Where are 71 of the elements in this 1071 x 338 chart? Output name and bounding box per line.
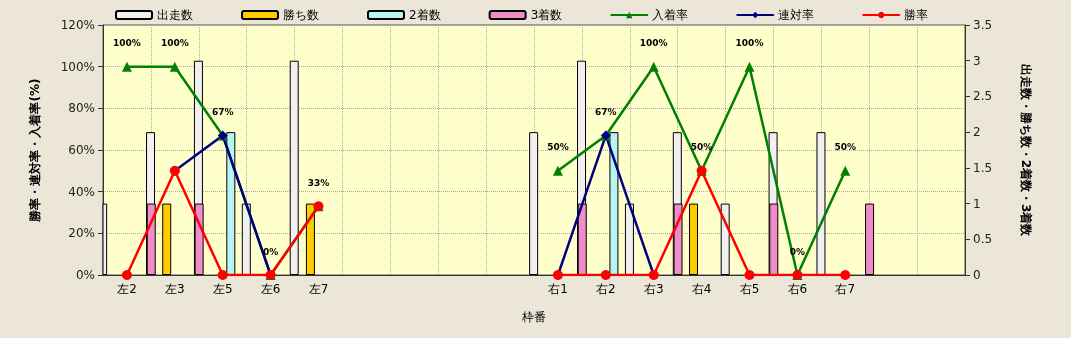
- point: [744, 61, 755, 72]
- x-axis-title: 枠番: [521, 310, 546, 324]
- data-label: 33%: [307, 177, 330, 188]
- y-tick-label: 60%: [68, 143, 95, 157]
- y2-tick-label: 3: [973, 53, 981, 68]
- data-label: 50%: [834, 142, 857, 153]
- data-label: 0%: [262, 246, 279, 257]
- bar: [720, 203, 730, 275]
- point: [121, 270, 132, 280]
- legend-label: 勝率: [904, 8, 929, 22]
- data-label: 50%: [547, 142, 569, 153]
- x-tick-label: 右2: [596, 282, 616, 296]
- point: [744, 270, 755, 280]
- y-tick-label: 100%: [60, 59, 95, 74]
- point: [600, 270, 611, 280]
- data-label: 67%: [595, 106, 617, 117]
- legend-label: 連対率: [778, 8, 815, 22]
- x-tick-label: 右4: [691, 282, 712, 296]
- bar: [241, 203, 251, 275]
- data-label: 100%: [639, 38, 668, 49]
- data-label: 67%: [211, 106, 234, 117]
- legend-label: 出走数: [157, 8, 193, 22]
- y2-tick-label: 1.5: [973, 160, 993, 175]
- y2-tick-label: 1: [973, 196, 981, 211]
- bar: [162, 203, 172, 275]
- bar: [689, 203, 699, 275]
- point: [840, 270, 851, 280]
- point: [552, 165, 563, 176]
- legend-label: 2着数: [409, 8, 441, 22]
- data-label: 100%: [735, 38, 764, 49]
- point: [121, 61, 132, 72]
- bar: [816, 132, 826, 275]
- bar: [529, 132, 539, 275]
- point: [840, 165, 851, 176]
- y2-tick-label: 2: [973, 125, 981, 140]
- x-tick-label: 右1: [548, 282, 568, 296]
- x-tick-label: 右5: [739, 282, 760, 296]
- y2-tick-label: 0: [973, 268, 981, 282]
- x-tick-label: 右7: [835, 282, 856, 296]
- y-tick-label: 20%: [68, 226, 95, 241]
- data-label: 100%: [160, 38, 189, 49]
- point: [648, 61, 659, 72]
- x-tick-label: 左3: [165, 282, 185, 296]
- data-label: 50%: [690, 142, 713, 153]
- x-tick-label: 右3: [643, 282, 664, 296]
- legend-label: 勝ち数: [283, 8, 319, 22]
- legend-label: 3着数: [530, 8, 563, 22]
- x-tick-label: 左2: [117, 282, 137, 296]
- y-axis-title: 勝率・連対率・入着率(%): [28, 78, 42, 223]
- y2-axis-title: 出走数・勝ち数・2着数・3着数: [1019, 63, 1033, 238]
- bar: [289, 60, 299, 275]
- y2-tick-label: 2.5: [973, 89, 993, 104]
- y-tick-label: 120%: [60, 18, 95, 32]
- y-tick-label: 80%: [68, 101, 95, 116]
- bar: [624, 203, 634, 275]
- x-tick-label: 左7: [308, 282, 329, 296]
- point: [169, 61, 180, 72]
- x-tick-label: 左5: [212, 282, 233, 296]
- bar: [226, 132, 236, 275]
- bar: [305, 203, 315, 275]
- data-label: 100%: [113, 38, 141, 49]
- bar: [865, 203, 875, 275]
- point: [217, 270, 228, 280]
- y-tick-label: 40%: [68, 184, 95, 199]
- bar: [609, 132, 619, 275]
- y-tick-label: 0%: [75, 268, 95, 282]
- y2-tick-label: 3.5: [973, 18, 993, 32]
- x-tick-label: 右6: [787, 282, 808, 296]
- legend-label: 入着率: [652, 8, 689, 22]
- y2-tick-label: 0.5: [973, 232, 993, 247]
- x-tick-label: 左6: [260, 282, 281, 296]
